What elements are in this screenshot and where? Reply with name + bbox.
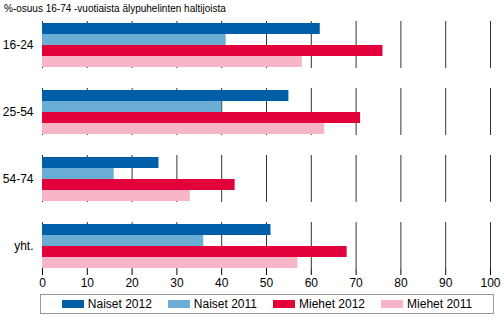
svg-text:70: 70 <box>349 276 363 290</box>
svg-text:20: 20 <box>125 276 139 290</box>
svg-text:54-74: 54-74 <box>3 172 34 186</box>
html-text:Miehet 2012: Miehet 2012 <box>299 297 365 311</box>
svg-text:100: 100 <box>480 276 500 290</box>
html-text:%-osuus 16-74 -vuotiaista älyp: %-osuus 16-74 -vuotiaista älypuhelinten … <box>4 3 226 14</box>
svg-text:25-54: 25-54 <box>3 105 34 119</box>
svg-text:40: 40 <box>215 276 229 290</box>
svg-text:0: 0 <box>39 276 46 290</box>
html-text:Miehet 2011: Miehet 2011 <box>407 297 473 311</box>
svg-text:16-24: 16-24 <box>3 38 34 52</box>
svg-text:yht.: yht. <box>14 239 33 253</box>
html-text:Naiset 2012: Naiset 2012 <box>87 297 152 311</box>
svg-text:90: 90 <box>439 276 453 290</box>
svg-text:50: 50 <box>260 276 274 290</box>
html-text:Naiset 2011: Naiset 2011 <box>193 297 257 311</box>
svg-text:80: 80 <box>394 276 408 290</box>
svg-text:30: 30 <box>170 276 184 290</box>
svg-text:60: 60 <box>305 276 319 290</box>
svg-text:10: 10 <box>81 276 95 290</box>
